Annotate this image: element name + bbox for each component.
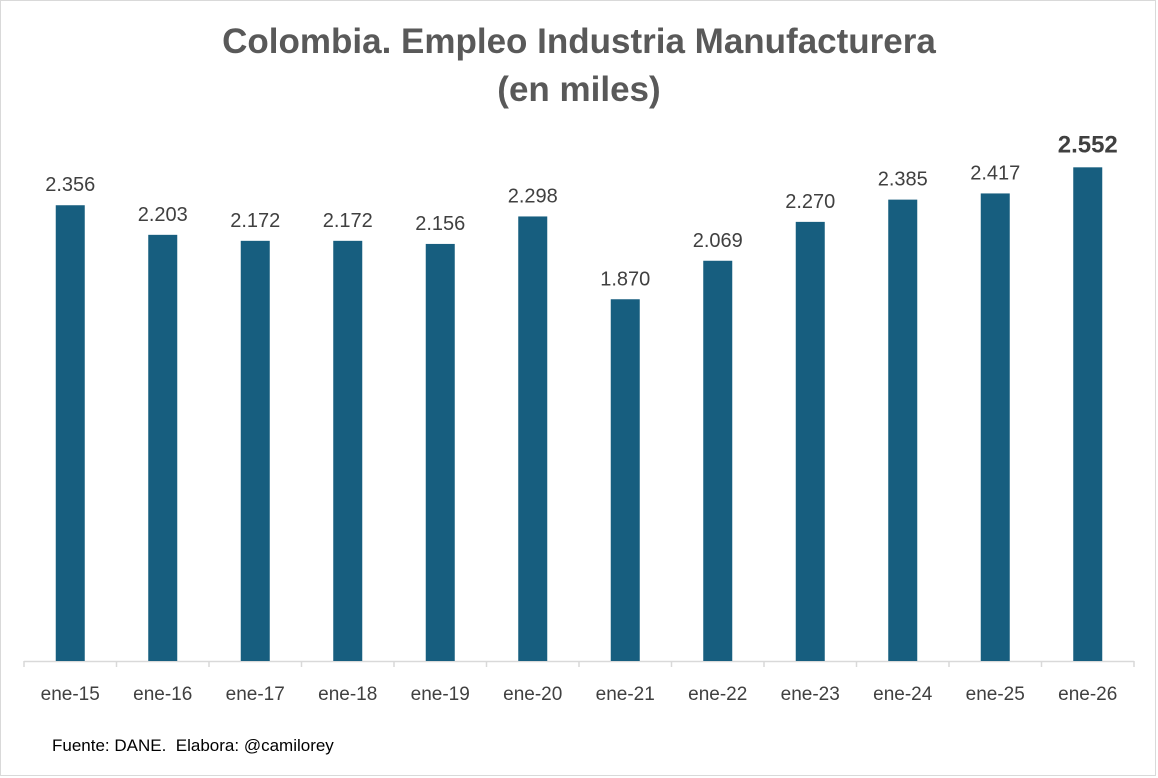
x-tick-label: ene-23	[781, 684, 840, 705]
value-label: 2.385	[878, 169, 928, 191]
value-label: 2.172	[230, 210, 280, 232]
value-label: 2.156	[415, 213, 465, 235]
bar-ene-20	[518, 216, 548, 661]
x-tick-label: ene-21	[596, 684, 655, 705]
value-label: 2.298	[508, 185, 558, 207]
value-label: 2.356	[45, 174, 95, 196]
bar-ene-15	[55, 205, 85, 662]
chart-title-line2: (en miles)	[497, 70, 661, 109]
value-label: 2.069	[693, 230, 743, 252]
bar-ene-17	[240, 240, 270, 662]
value-label: 2.270	[785, 191, 835, 213]
bar-ene-26	[1073, 167, 1103, 661]
bar-ene-19	[425, 243, 455, 661]
x-tick-label: ene-22	[688, 684, 747, 705]
x-tick-label: ene-19	[411, 684, 470, 705]
value-label: 2.417	[970, 162, 1020, 184]
value-label: 2.203	[138, 204, 188, 226]
x-tick-label: ene-24	[873, 684, 933, 705]
x-tick-label: ene-25	[966, 684, 1025, 705]
x-tick-label: ene-20	[503, 684, 562, 705]
x-tick-label: ene-17	[226, 684, 285, 705]
value-label: 2.552	[1058, 131, 1118, 158]
bar-ene-22	[703, 260, 733, 661]
x-tick-label: ene-26	[1058, 684, 1117, 705]
bar-ene-21	[610, 299, 640, 661]
x-tick-label: ene-18	[318, 684, 377, 705]
x-tick-label: ene-15	[41, 684, 100, 705]
bar-ene-16	[148, 234, 178, 662]
bar-ene-25	[980, 193, 1010, 661]
value-label: 2.172	[323, 210, 373, 232]
bar-ene-18	[333, 240, 363, 662]
x-tick-label: ene-16	[133, 684, 192, 705]
chart-title: Colombia. Empleo Industria Manufacturera…	[0, 18, 1158, 114]
bar-ene-24	[888, 199, 918, 661]
value-label: 1.870	[600, 268, 650, 290]
bar-ene-23	[795, 221, 825, 661]
chart-title-line1: Colombia. Empleo Industria Manufacturera	[222, 22, 936, 61]
source-note: Fuente: DANE. Elabora: @camilorey	[52, 736, 334, 755]
